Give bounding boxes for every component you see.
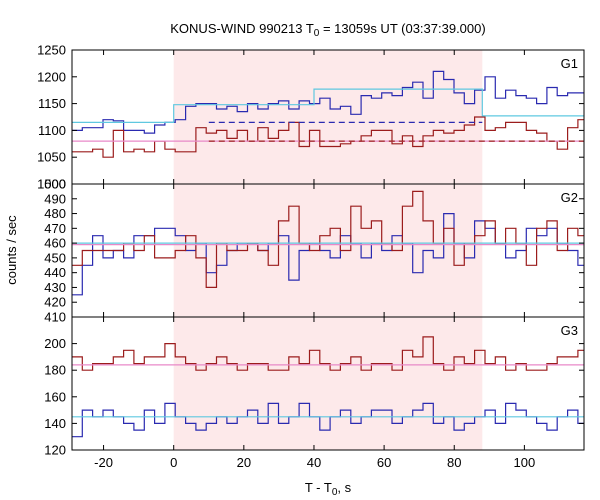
y-tick-label: 480: [44, 206, 66, 221]
panel-label: G3: [561, 323, 578, 338]
x-tick-label: 60: [377, 455, 391, 470]
y-tick-label: 410: [44, 310, 66, 325]
y-tick-label: 440: [44, 265, 66, 280]
y-tick-label: 1200: [37, 69, 66, 84]
y-tick-label: 470: [44, 221, 66, 236]
panel-g3: 120 140 160 180 200 G3: [44, 316, 585, 458]
panel-label: G2: [561, 190, 578, 205]
y-tick-label: 180: [44, 363, 66, 378]
y-tick-label: 430: [44, 280, 66, 295]
y-tick-label: 1000: [37, 177, 66, 192]
panel-label: G1: [561, 56, 578, 71]
y-tick-label: 490: [44, 191, 66, 206]
x-tick-label: 0: [170, 455, 177, 470]
y-tick-label: 200: [44, 336, 66, 351]
x-tick-label: -20: [94, 455, 113, 470]
chart-title: KONUS-WIND 990213 T0 = 13059s UT (03:37:…: [170, 21, 485, 39]
x-tick-label: 20: [237, 455, 251, 470]
y-tick-label: 1050: [37, 150, 66, 165]
panel-g1-series-2: [72, 88, 584, 124]
panel-g1: 1000 1050 1100 1150 1200 1250 G1: [37, 43, 585, 192]
y-tick-label: 420: [44, 295, 66, 310]
y-axis-title: counts / sec: [4, 215, 19, 285]
x-tick-label: 100: [514, 455, 536, 470]
y-tick-label: 1250: [37, 43, 66, 58]
x-axis-title: T - T0, s: [305, 480, 352, 498]
x-tick-label: 80: [447, 455, 461, 470]
y-tick-label: 120: [44, 443, 66, 458]
panel-g3-series-1: [72, 402, 584, 438]
panel-g2-series-1: [72, 190, 584, 288]
y-tick-label: 140: [44, 416, 66, 431]
y-tick-label: 1100: [38, 123, 66, 138]
y-tick-label: 500: [44, 177, 66, 192]
y-tick-label: 450: [44, 250, 66, 265]
y-tick-label: 160: [44, 389, 66, 404]
y-tick-label: 460: [44, 236, 66, 251]
y-tick-label: 1150: [38, 96, 66, 111]
panel-g3-series-0: [72, 336, 584, 371]
panel-g3-frame: [71, 316, 585, 451]
x-tick-label: 40: [307, 455, 321, 470]
